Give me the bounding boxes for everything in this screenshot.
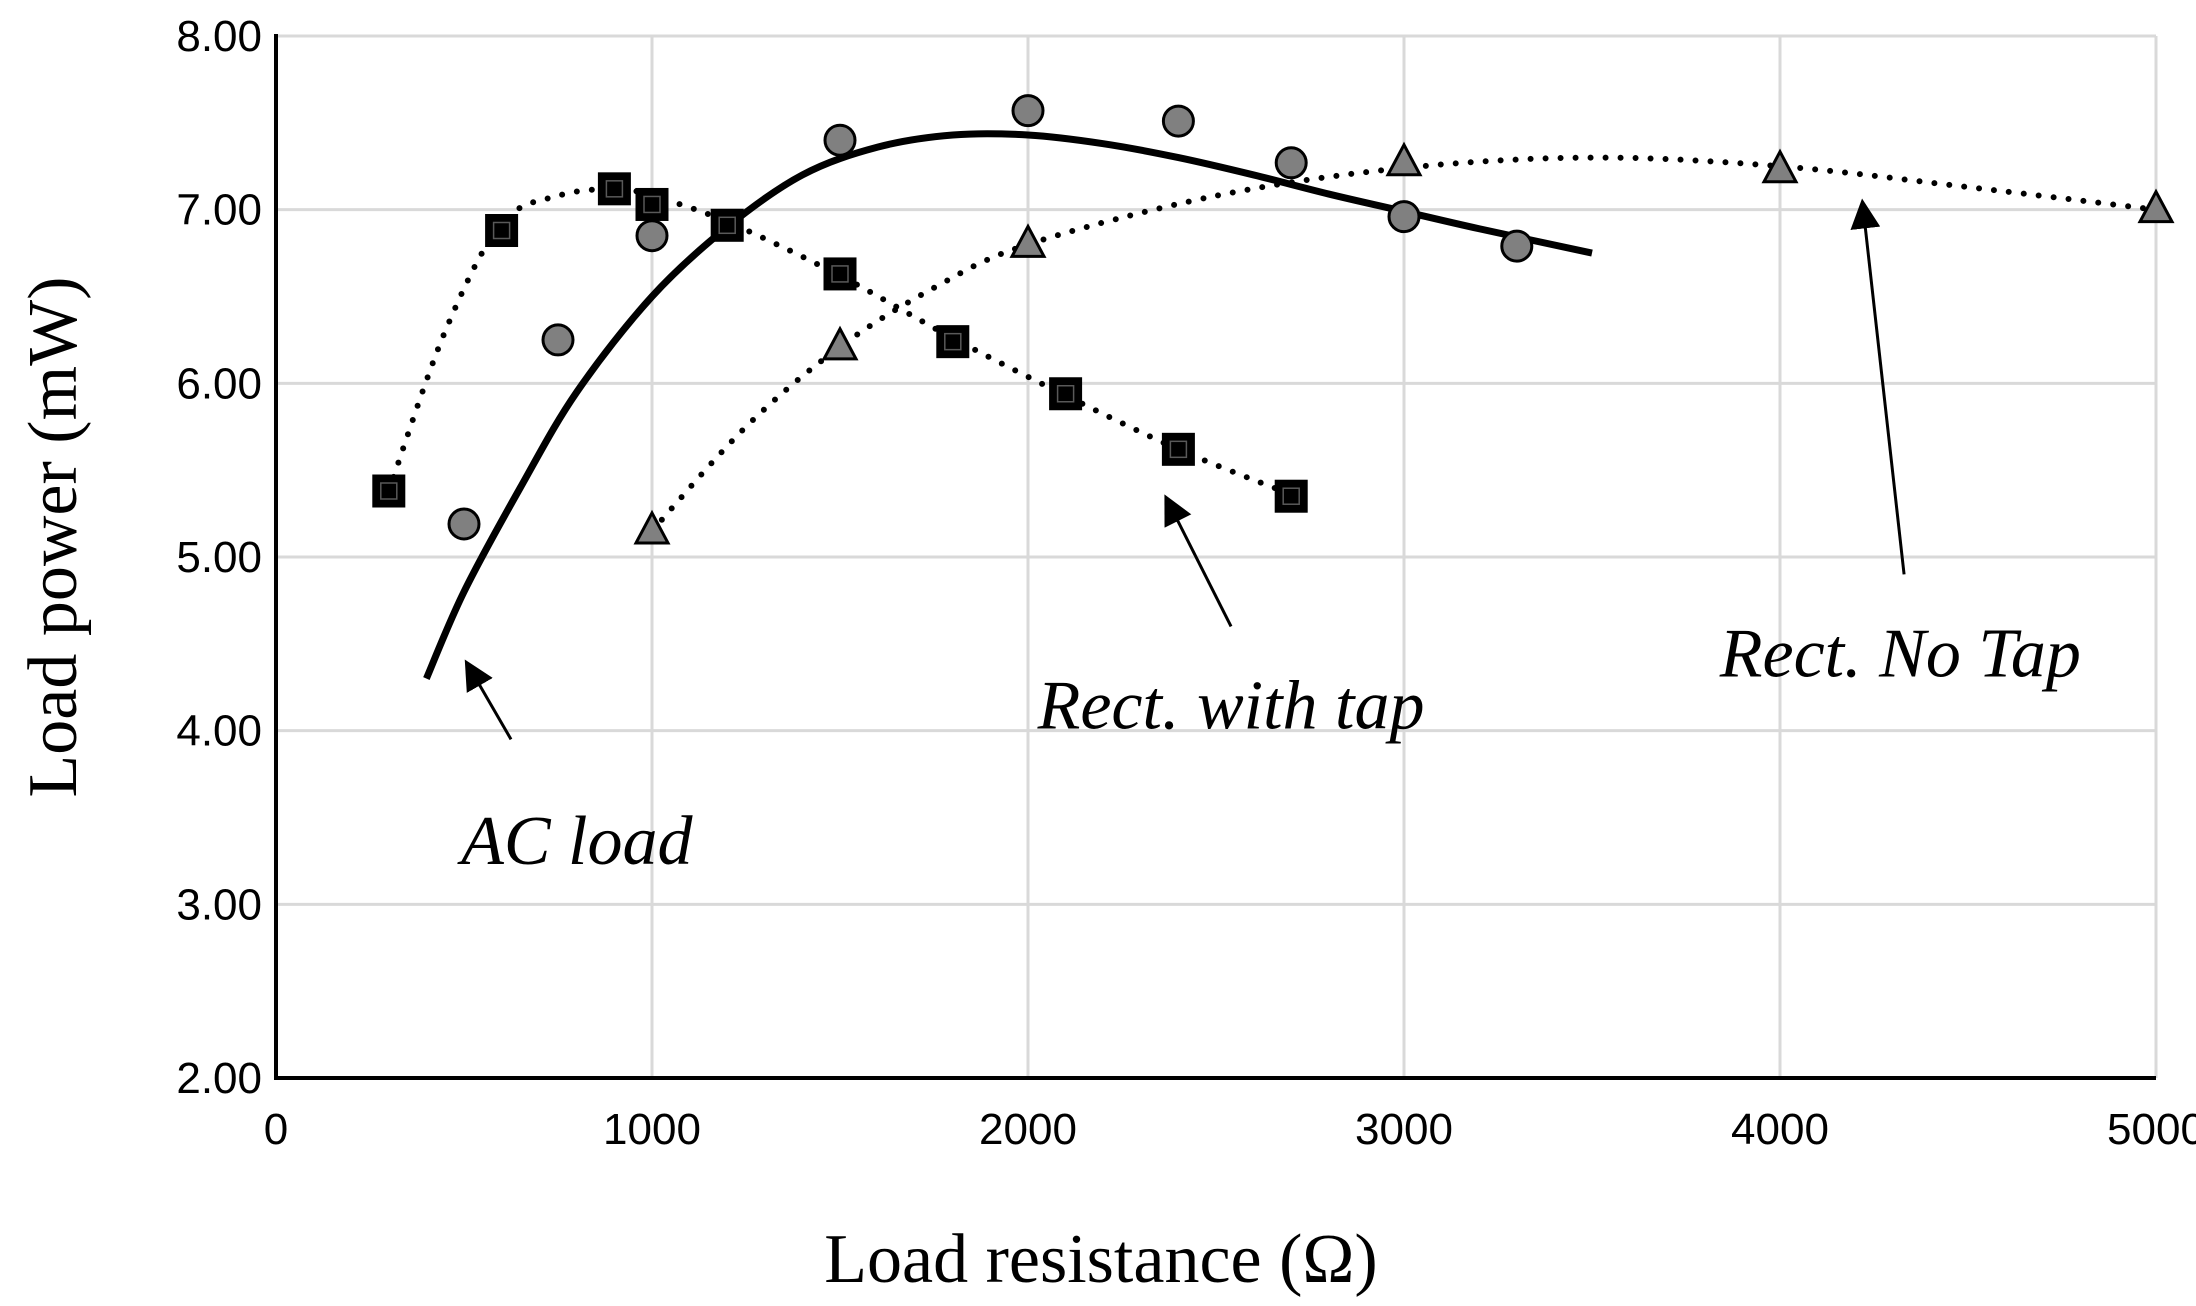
data-markers [372, 94, 2175, 545]
marker-ac-load [635, 219, 669, 253]
marker-ac-load [447, 507, 481, 541]
marker-rect-no-tap [821, 325, 859, 361]
marker-rect-with-tap-inner [1282, 487, 1300, 505]
y-tick-label: 4.00 [176, 707, 262, 756]
marker-ac-load [1011, 94, 1045, 128]
marker-rect-no-tap [633, 509, 671, 545]
marker-rect-no-tap [1385, 141, 1423, 177]
marker-ac-load [1500, 229, 1534, 263]
marker-ac-load [541, 323, 575, 357]
y-tick-label: 7.00 [176, 186, 262, 235]
marker-rect-with-tap-inner [718, 216, 736, 235]
annotation-arrow-rect-no-tap [1850, 198, 1906, 575]
marker-rect-no-tap [1009, 223, 1047, 258]
marker-rect-with-tap [1274, 479, 1308, 513]
annotation-arrow-ac-load [464, 659, 513, 741]
marker-rect-with-tap-inner [492, 221, 511, 240]
trend-lines [385, 130, 2159, 680]
x-tick-label: 4000 [1731, 1105, 1829, 1154]
annotations: AC load Rect. with tap Rect. No Tap [457, 198, 2081, 880]
marker-rect-no-tap [2137, 188, 2175, 224]
y-tick-label: 6.00 [176, 359, 262, 408]
trendline-ac-load [423, 130, 1593, 680]
x-tick-label: 1000 [603, 1105, 701, 1154]
x-tick-label: 0 [264, 1105, 288, 1154]
marker-rect-with-tap-inner [643, 195, 661, 214]
grid-lines [276, 34, 2158, 1078]
marker-rect-with-tap-inner [380, 482, 398, 500]
marker-rect-with-tap-inner [605, 180, 624, 198]
trendline-rect-no-tap [649, 154, 2159, 534]
axis-labels: 2.00 3.00 4.00 5.00 6.00 7.00 8.00 0 1000 2000 300… [15, 12, 2196, 1298]
marker-rect-no-tap [1761, 148, 1799, 184]
annotation-label-rect-no-tap: Rect. No Tap [1719, 616, 2081, 693]
y-tick-label: 5.00 [176, 533, 262, 582]
marker-ac-load [1161, 104, 1195, 138]
annotation-label-rect-with-tap: Rect. with tap [1037, 668, 1425, 745]
y-axis-title: Load power (mW) [15, 277, 92, 798]
marker-rect-with-tap-inner [944, 332, 962, 351]
annotation-arrow-rect-with-tap [1164, 494, 1233, 628]
x-tick-label: 2000 [979, 1105, 1077, 1154]
marker-rect-with-tap-inner [831, 265, 849, 283]
axes [274, 34, 2156, 1080]
marker-ac-load [1387, 200, 1421, 234]
marker-rect-with-tap-inner [1056, 385, 1075, 403]
marker-ac-load [823, 123, 857, 157]
y-tick-label: 8.00 [176, 12, 262, 61]
y-tick-label: 2.00 [176, 1054, 262, 1103]
x-tick-label: 3000 [1355, 1105, 1453, 1154]
trendline-rect-with-tap [385, 185, 1295, 498]
x-axis-title: Load resistance (Ω) [824, 1221, 1377, 1298]
y-tick-label: 3.00 [176, 880, 262, 929]
marker-ac-load [1274, 146, 1308, 180]
annotation-label-ac-load: AC load [457, 803, 693, 880]
marker-rect-with-tap-inner [1169, 440, 1188, 459]
x-tick-label: 5000 [2107, 1105, 2196, 1154]
